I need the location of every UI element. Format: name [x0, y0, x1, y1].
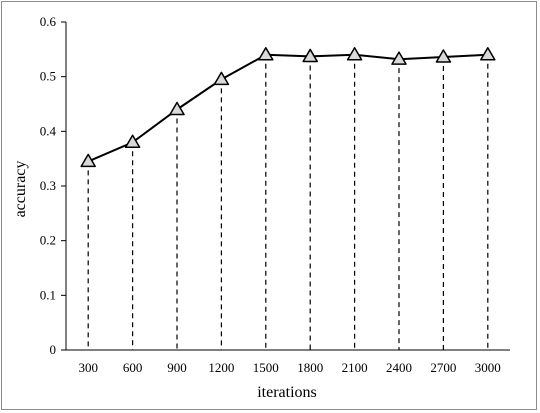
y-axis-ticks: 0 0.1 0.2 0.3 0.4 0.5 0.6	[40, 14, 66, 357]
y-tick-label: 0.2	[40, 233, 56, 248]
data-point-marker	[169, 101, 185, 116]
x-tick-label: 2400	[386, 360, 412, 375]
y-tick-label: 0.1	[40, 287, 56, 302]
y-tick-label: 0	[50, 342, 57, 357]
series-line	[87, 53, 488, 163]
y-tick-label: 0.4	[40, 123, 57, 138]
x-axis-title: iterations	[257, 384, 317, 401]
data-point-marker	[302, 48, 318, 63]
y-axis-title: accuracy	[12, 161, 29, 218]
x-tick-label: 2700	[430, 360, 456, 375]
data-point-marker	[258, 47, 274, 61]
drop-lines	[87, 54, 489, 350]
x-tick-label: 300	[78, 360, 98, 375]
data-point-marker	[435, 49, 452, 63]
x-tick-label: 3000	[475, 360, 501, 375]
x-axis-ticks: 300 600 900 1200 1500 1800 2100 2400 2700 3000	[78, 360, 500, 375]
data-point-marker	[480, 47, 496, 61]
x-tick-label: 900	[167, 360, 187, 375]
y-tick-label: 0.5	[40, 69, 56, 84]
y-tick-label: 0.6	[40, 14, 57, 29]
data-point-marker	[213, 71, 230, 86]
x-tick-label: 600	[123, 360, 143, 375]
x-tick-label: 2100	[342, 360, 368, 375]
data-point-marker	[346, 47, 363, 61]
data-markers	[80, 47, 496, 168]
data-point-marker	[391, 51, 407, 65]
x-tick-label: 1200	[208, 360, 234, 375]
x-tick-label: 1800	[297, 360, 323, 375]
x-tick-label: 1500	[253, 360, 279, 375]
y-tick-label: 0.3	[40, 178, 56, 193]
data-point-marker	[124, 134, 141, 149]
data-point-marker	[80, 153, 96, 168]
